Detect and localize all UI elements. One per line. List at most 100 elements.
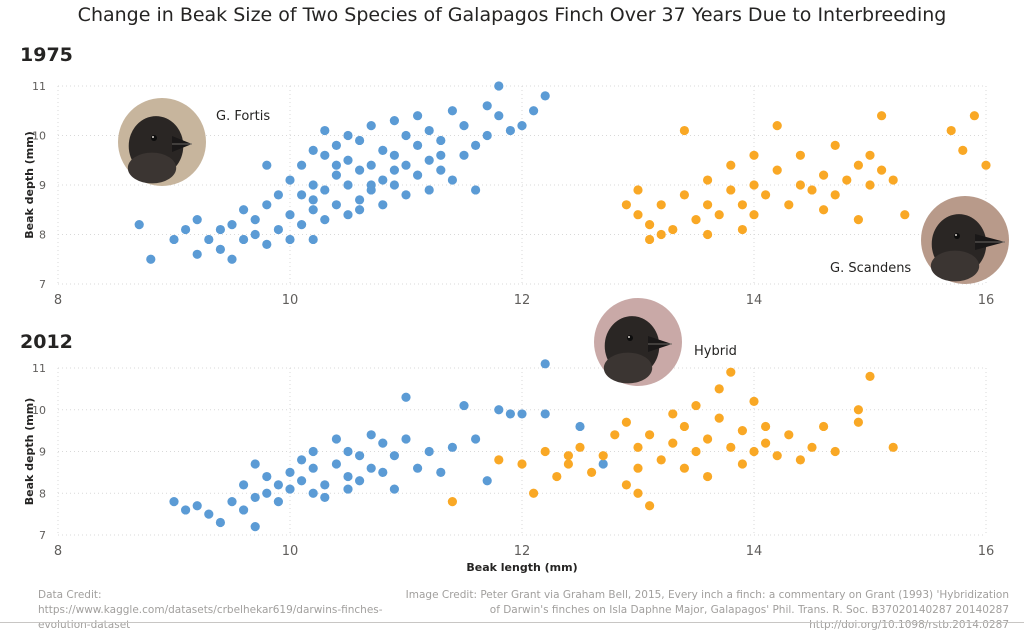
- scandens-data-point[interactable]: [865, 180, 875, 190]
- scandens-data-point[interactable]: [714, 384, 724, 394]
- fortis-data-point[interactable]: [494, 81, 504, 91]
- fortis-data-point[interactable]: [343, 130, 353, 141]
- scandens-data-point[interactable]: [656, 455, 666, 465]
- fortis-data-point[interactable]: [494, 111, 504, 121]
- fortis-data-point[interactable]: [181, 224, 191, 235]
- fortis-data-point[interactable]: [424, 185, 434, 195]
- fortis-data-point[interactable]: [297, 160, 307, 170]
- scandens-data-point[interactable]: [737, 200, 748, 210]
- fortis-data-point[interactable]: [250, 492, 260, 503]
- fortis-data-point[interactable]: [192, 501, 202, 511]
- fortis-data-point[interactable]: [471, 434, 481, 444]
- scandens-data-point[interactable]: [633, 185, 643, 195]
- fortis-data-point[interactable]: [413, 170, 423, 180]
- fortis-data-point[interactable]: [436, 467, 446, 477]
- fortis-data-point[interactable]: [505, 125, 515, 136]
- fortis-data-point[interactable]: [447, 106, 457, 116]
- scandens-data-point[interactable]: [853, 160, 864, 170]
- scandens-data-point[interactable]: [517, 459, 527, 469]
- fortis-data-point[interactable]: [192, 215, 202, 225]
- fortis-data-point[interactable]: [308, 195, 318, 205]
- fortis-data-point[interactable]: [575, 421, 585, 432]
- scandens-data-point[interactable]: [749, 210, 759, 220]
- fortis-data-point[interactable]: [204, 509, 214, 519]
- scandens-data-point[interactable]: [447, 497, 457, 507]
- scandens-data-point[interactable]: [575, 442, 585, 452]
- fortis-data-point[interactable]: [436, 165, 446, 175]
- fortis-data-point[interactable]: [424, 125, 434, 136]
- fortis-data-point[interactable]: [297, 455, 307, 465]
- scandens-data-point[interactable]: [888, 175, 898, 185]
- scandens-data-point[interactable]: [668, 438, 678, 448]
- scandens-data-point[interactable]: [645, 220, 655, 230]
- fortis-data-point[interactable]: [598, 459, 608, 469]
- scandens-data-point[interactable]: [691, 215, 701, 225]
- fortis-data-point[interactable]: [239, 505, 249, 515]
- fortis-data-point[interactable]: [331, 434, 341, 444]
- fortis-data-point[interactable]: [250, 522, 260, 532]
- fortis-data-point[interactable]: [308, 145, 318, 155]
- fortis-data-point[interactable]: [343, 180, 353, 190]
- fortis-data-point[interactable]: [320, 150, 330, 160]
- fortis-data-point[interactable]: [355, 476, 365, 486]
- fortis-data-point[interactable]: [378, 438, 388, 448]
- fortis-data-point[interactable]: [389, 150, 399, 160]
- fortis-data-point[interactable]: [517, 121, 527, 131]
- fortis-data-point[interactable]: [459, 150, 469, 160]
- scandens-data-point[interactable]: [633, 463, 643, 473]
- scandens-data-point[interactable]: [865, 150, 875, 160]
- scandens-data-point[interactable]: [621, 200, 632, 210]
- fortis-data-point[interactable]: [482, 130, 492, 141]
- scandens-data-point[interactable]: [668, 224, 678, 235]
- scandens-data-point[interactable]: [726, 367, 736, 377]
- fortis-data-point[interactable]: [366, 430, 376, 440]
- fortis-data-point[interactable]: [250, 215, 260, 225]
- fortis-data-point[interactable]: [366, 160, 376, 170]
- fortis-data-point[interactable]: [204, 234, 214, 245]
- scandens-data-point[interactable]: [749, 396, 759, 406]
- scandens-data-point[interactable]: [552, 471, 562, 482]
- scandens-data-point[interactable]: [703, 229, 713, 240]
- scandens-data-point[interactable]: [772, 165, 782, 175]
- fortis-data-point[interactable]: [169, 497, 179, 507]
- scandens-data-point[interactable]: [494, 455, 504, 465]
- scandens-data-point[interactable]: [958, 145, 968, 155]
- fortis-data-point[interactable]: [413, 111, 423, 121]
- fortis-data-point[interactable]: [401, 392, 411, 402]
- scandens-data-point[interactable]: [656, 229, 666, 240]
- fortis-data-point[interactable]: [401, 130, 411, 141]
- scandens-data-point[interactable]: [529, 488, 539, 498]
- scandens-data-point[interactable]: [865, 371, 875, 381]
- scandens-data-point[interactable]: [645, 234, 655, 245]
- fortis-data-point[interactable]: [401, 190, 411, 200]
- fortis-data-point[interactable]: [517, 409, 527, 419]
- scandens-data-point[interactable]: [819, 170, 829, 180]
- scandens-data-point[interactable]: [749, 180, 759, 190]
- fortis-data-point[interactable]: [215, 244, 225, 254]
- fortis-data-point[interactable]: [378, 200, 388, 210]
- fortis-data-point[interactable]: [355, 165, 365, 175]
- fortis-data-point[interactable]: [447, 442, 457, 452]
- scandens-data-point[interactable]: [645, 430, 655, 440]
- scandens-data-point[interactable]: [737, 459, 748, 469]
- fortis-data-point[interactable]: [250, 459, 260, 469]
- scandens-data-point[interactable]: [749, 150, 759, 160]
- scandens-data-point[interactable]: [946, 125, 956, 136]
- fortis-data-point[interactable]: [273, 224, 283, 235]
- scandens-data-point[interactable]: [819, 421, 829, 432]
- scandens-data-point[interactable]: [877, 165, 887, 175]
- scandens-data-point[interactable]: [830, 190, 840, 200]
- fortis-data-point[interactable]: [459, 400, 469, 411]
- scandens-data-point[interactable]: [679, 190, 690, 200]
- scandens-data-point[interactable]: [621, 417, 632, 427]
- fortis-data-point[interactable]: [401, 434, 411, 444]
- scandens-data-point[interactable]: [853, 417, 864, 427]
- scandens-data-point[interactable]: [563, 451, 574, 461]
- scandens-data-point[interactable]: [691, 400, 701, 411]
- fortis-data-point[interactable]: [250, 229, 260, 240]
- scandens-data-point[interactable]: [795, 150, 806, 160]
- fortis-data-point[interactable]: [529, 106, 539, 116]
- fortis-data-point[interactable]: [436, 135, 446, 146]
- fortis-data-point[interactable]: [343, 155, 353, 165]
- fortis-data-point[interactable]: [413, 140, 423, 150]
